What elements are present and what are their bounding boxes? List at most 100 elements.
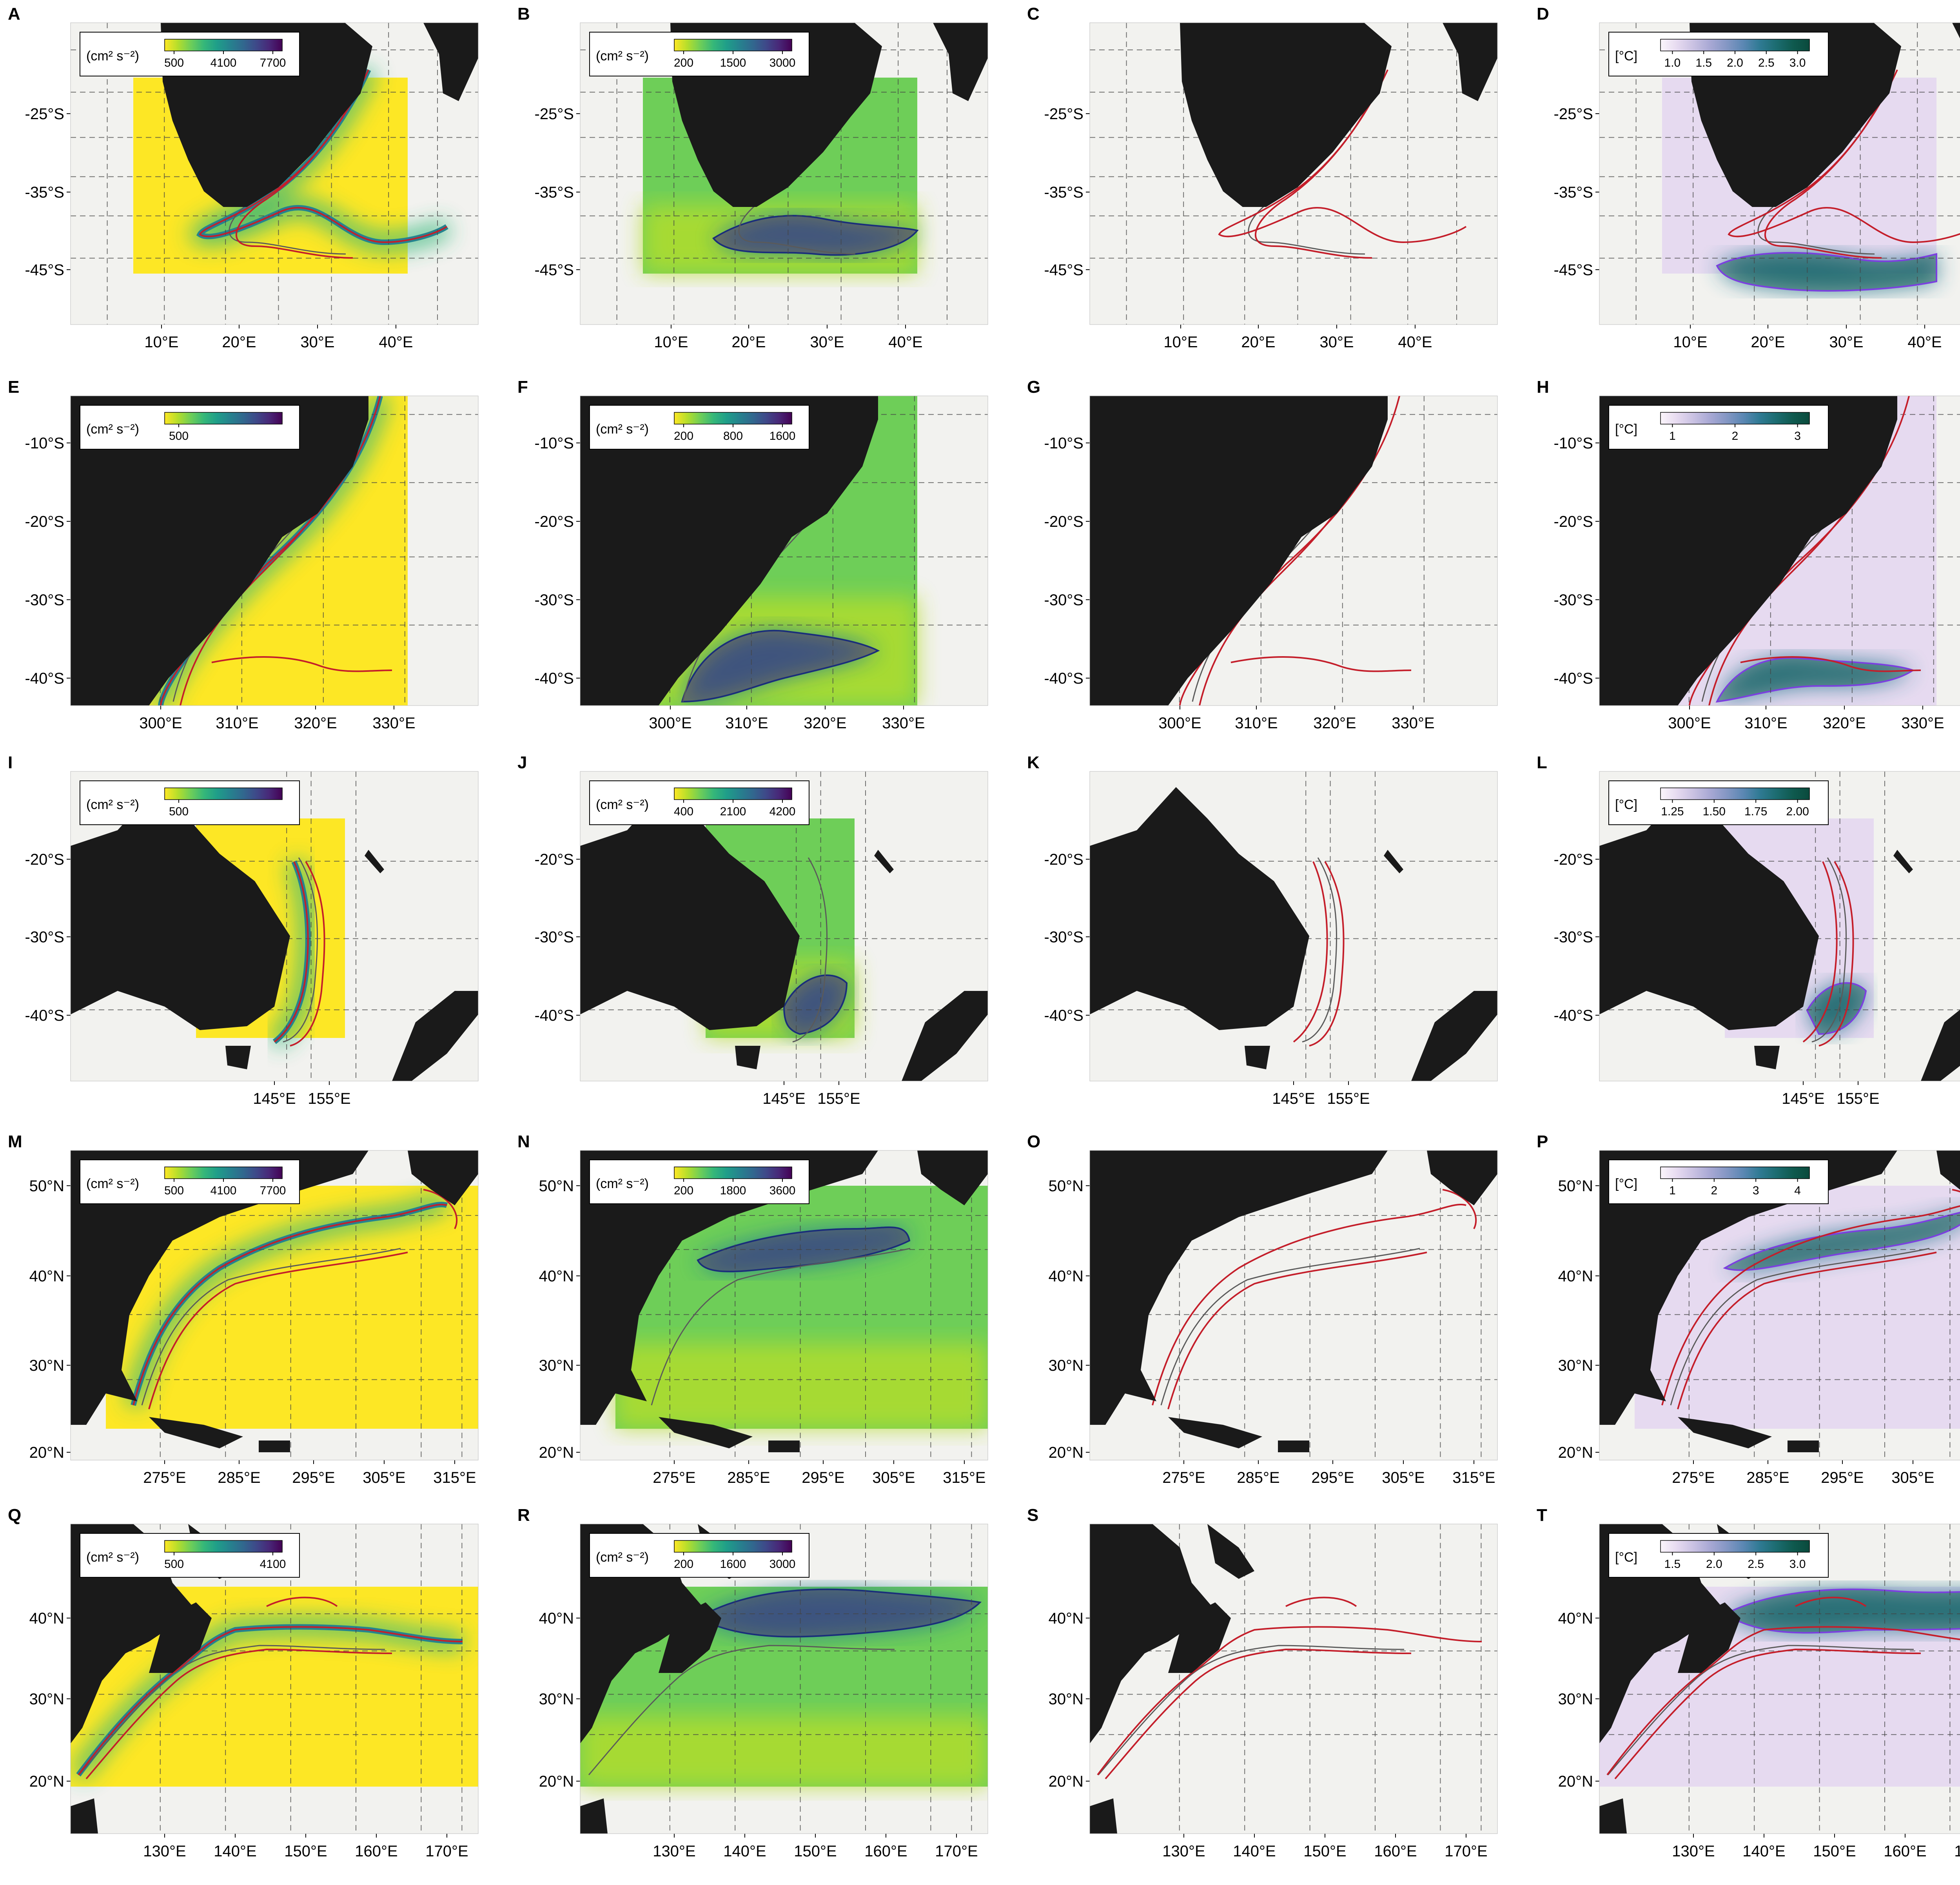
lat-tick-label: -20°S [1554, 851, 1593, 868]
panel-letter: F [517, 377, 528, 397]
legend-box [1608, 1533, 1829, 1578]
bathymetry-contour [651, 1248, 911, 1406]
legend-title: (cm² s⁻²) [596, 797, 649, 812]
colorbar [1660, 412, 1810, 425]
panel-letter: T [1537, 1506, 1547, 1525]
landmass [71, 1524, 196, 1743]
lat-tick-label: 40°N [29, 1268, 64, 1285]
colorbar-tick-label: 1 [1669, 1184, 1676, 1197]
colorbar-tick-label: 1.5 [1695, 56, 1712, 69]
bathymetry-contour [141, 1248, 401, 1406]
colorbar-tick-label: 4200 [769, 805, 796, 818]
lon-tick-label: 305°E [363, 1469, 405, 1486]
lat-tick-label: -20°S [1044, 851, 1084, 868]
panel-letter: K [1027, 753, 1040, 772]
bathymetry-contour [1670, 1248, 1930, 1406]
panel-frame [70, 1150, 479, 1460]
panel-grid: A -25°S -35°S -45°S 10°E 20°E 30°E 40°E (cm² s⁻²… [8, 4, 1960, 1860]
lat-tick-label: -20°S [25, 513, 65, 530]
colorbar [1660, 787, 1810, 800]
lat-tick-label: -30°S [535, 929, 574, 946]
lon-tick-label: 295°E [1311, 1469, 1354, 1486]
lon-tick-label: 170°E [935, 1843, 978, 1860]
colorbar-tick-label: 1 [1669, 430, 1676, 443]
colorbar-tick-label: 7700 [260, 1184, 286, 1197]
lat-tick-label: 30°N [1558, 1691, 1593, 1708]
landmass [1384, 850, 1403, 873]
legend-title: [°C] [1615, 797, 1637, 812]
landmass [1788, 1441, 1819, 1452]
lon-tick-label: 30°E [810, 334, 844, 351]
landmass [735, 1046, 760, 1069]
lat-tick-label: 20°N [1049, 1773, 1083, 1790]
colorbar-tick-label: 200 [674, 430, 693, 443]
lon-tick-label: 300°E [139, 715, 182, 732]
lon-tick-label: 20°E [1241, 334, 1275, 351]
lon-tick-label: 285°E [218, 1469, 260, 1486]
panel-j: J -20°S -30°S -40°S 145°E 155°E (cm² s⁻²) 400 21… [517, 753, 988, 1107]
colorbar-tick-label: 4 [1794, 1184, 1801, 1197]
lat-tick-label: 30°N [1558, 1357, 1593, 1374]
colorbar-tick-label: 1800 [720, 1184, 746, 1197]
panel-frame [1089, 771, 1498, 1081]
lat-tick-label: -20°S [535, 513, 574, 530]
lat-tick-label: -10°S [1044, 435, 1084, 452]
lon-tick-label: 30°E [1319, 334, 1354, 351]
colorbar-legend: [°C] 1.0 1.5 2.0 2.5 3.0 [1608, 32, 1829, 76]
colorbar-legend: (cm² s⁻²) 400 2100 4200 [589, 780, 809, 825]
panel-frame [70, 396, 479, 706]
panel-m: M 50°N 40°N 30°N 20°N 275°E 285°E 295°E 305°E 315… [8, 1132, 479, 1486]
landmass [423, 23, 478, 101]
lat-tick-label: -45°S [25, 261, 65, 279]
lat-tick-label: -30°S [535, 591, 574, 609]
lat-tick-label: -10°S [1554, 435, 1593, 452]
panel-b: B -25°S -35°S -45°S 10°E 20°E 30°E 40°E (cm² s⁻²… [517, 4, 988, 351]
lon-tick-label: 40°E [1907, 334, 1942, 351]
lon-tick-label: 295°E [1821, 1469, 1864, 1486]
landmass [659, 1602, 721, 1673]
contour-line [290, 861, 325, 1047]
landmass [1090, 787, 1309, 1030]
landmass [874, 850, 894, 873]
colorbar-tick-label: 2 [1732, 430, 1739, 443]
colorbar [674, 787, 792, 800]
lat-tick-label: 50°N [1049, 1177, 1083, 1195]
lat-tick-label: -10°S [25, 435, 65, 452]
colorbar [674, 1167, 792, 1179]
panel-letter: M [8, 1132, 22, 1151]
panel-frame [1599, 22, 1960, 325]
landmass [580, 787, 800, 1030]
contour-line [211, 656, 392, 672]
temp-peak [1717, 658, 1913, 702]
lat-tick-label: 20°N [539, 1444, 574, 1461]
landmass [1180, 23, 1392, 207]
lon-tick-label: 20°E [222, 334, 256, 351]
lon-tick-label: 310°E [1235, 715, 1278, 732]
panel-q: Q 40°N 30°N 20°N 130°E 140°E 150°E 160°E 170°E (c… [8, 1506, 479, 1860]
legend-title: [°C] [1615, 1176, 1637, 1191]
lat-tick-label: -30°S [1554, 929, 1593, 946]
landmass [225, 1046, 251, 1069]
colorbar [1660, 1167, 1810, 1179]
lon-tick-label: 30°E [1829, 334, 1863, 351]
contour-line [696, 1588, 982, 1638]
colorbar-tick-label: 200 [674, 56, 693, 69]
landmass [580, 1798, 608, 1834]
landmass [1599, 1798, 1627, 1834]
lon-tick-label: 155°E [308, 1090, 350, 1107]
bathymetry-contour [1811, 857, 1847, 1043]
lon-tick-label: 160°E [355, 1843, 397, 1860]
panel-a: A -25°S -35°S -45°S 10°E 20°E 30°E 40°E (cm² s⁻²… [8, 4, 479, 351]
lon-tick-label: 320°E [1823, 715, 1866, 732]
lat-tick-label: -30°S [1554, 591, 1593, 609]
colorbar-tick-label: 4100 [260, 1558, 286, 1571]
lon-tick-label: 140°E [1742, 1843, 1785, 1860]
legend-box [1608, 32, 1829, 76]
lon-tick-label: 10°E [1673, 334, 1707, 351]
lon-tick-label: 300°E [1158, 715, 1201, 732]
contour-line [1255, 81, 1381, 259]
landmass [1936, 1150, 1960, 1190]
lat-tick-label: 20°N [1558, 1444, 1593, 1461]
lat-tick-label: -10°S [535, 435, 574, 452]
lon-tick-label: 20°E [1751, 334, 1785, 351]
